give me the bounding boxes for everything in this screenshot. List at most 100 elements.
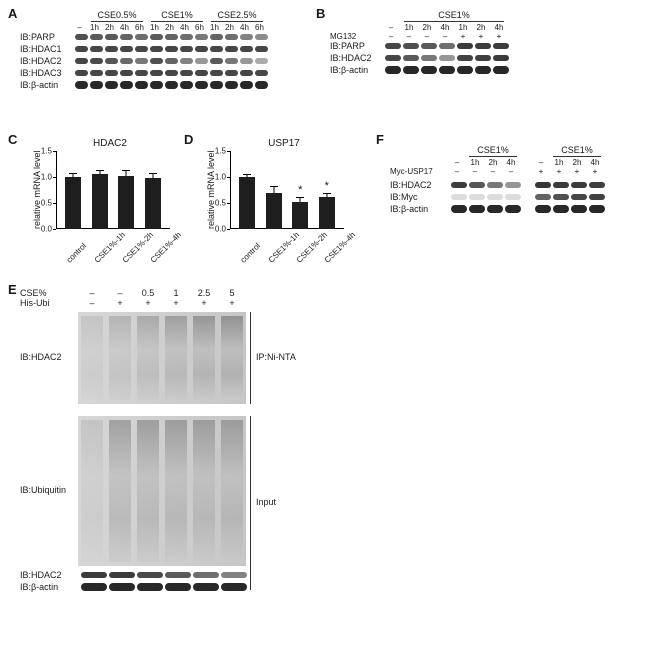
panel-e-header-row: His-Ubi–+++++ bbox=[20, 298, 320, 308]
panel-b-group-header: CSE1% bbox=[330, 10, 530, 23]
time-header: 1h bbox=[207, 23, 222, 32]
blot-band bbox=[221, 583, 247, 591]
mg132-value: + bbox=[472, 32, 490, 41]
blot-row: IB:HDAC2 bbox=[390, 180, 640, 190]
blot-row: IB:β-actin bbox=[390, 204, 640, 214]
blot-band bbox=[165, 81, 178, 89]
blot-row-label: IB:HDAC2 bbox=[390, 180, 450, 190]
myc-value: – bbox=[502, 167, 520, 176]
blot-band bbox=[457, 43, 473, 49]
bar-wrap bbox=[266, 193, 282, 229]
blot-band bbox=[487, 182, 503, 188]
blot-band bbox=[475, 66, 491, 74]
time-header: 4h bbox=[586, 158, 604, 167]
blot-band bbox=[210, 34, 223, 40]
blot-row: IB:β-actin bbox=[20, 582, 320, 592]
bar bbox=[92, 174, 108, 229]
blot-row-label: IB:β-actin bbox=[20, 582, 80, 592]
time-header: 1h bbox=[466, 158, 484, 167]
smear-lane bbox=[137, 420, 159, 562]
blot-lanes bbox=[534, 194, 606, 200]
blot-band bbox=[421, 43, 437, 49]
blot-band bbox=[571, 194, 587, 200]
blot-band bbox=[75, 34, 88, 40]
time-header: 2h bbox=[484, 158, 502, 167]
blot-band bbox=[255, 58, 268, 64]
bar-wrap: * bbox=[319, 197, 335, 229]
group-header: CSE0.5% bbox=[87, 10, 147, 23]
blot-band bbox=[165, 34, 178, 40]
blot-band bbox=[451, 205, 467, 213]
blot-band bbox=[451, 194, 467, 200]
blot-band bbox=[487, 205, 503, 213]
blot-band bbox=[90, 58, 103, 64]
panel-label-a: A bbox=[8, 6, 17, 21]
blot-band bbox=[75, 46, 88, 52]
blot-band bbox=[589, 205, 605, 213]
smear-lane bbox=[165, 316, 187, 400]
bar-wrap: * bbox=[292, 202, 308, 229]
blot-band bbox=[210, 70, 223, 76]
myc-value: + bbox=[586, 167, 604, 176]
blot-band bbox=[120, 70, 133, 76]
smear-lane bbox=[109, 420, 131, 562]
blot-band bbox=[120, 58, 133, 64]
blot-band bbox=[195, 70, 208, 76]
bar bbox=[65, 177, 81, 229]
header-row-value: – bbox=[106, 288, 134, 298]
blot-band bbox=[195, 58, 208, 64]
blot-band bbox=[165, 58, 178, 64]
panel-label-f: F bbox=[376, 132, 384, 147]
smear-blot: IB:Ubiquitin bbox=[20, 416, 320, 566]
blot-band bbox=[589, 182, 605, 188]
x-label: CSE1%-1h bbox=[267, 247, 285, 265]
panel-f-time-headers: –1h2h4h–1h2h4h bbox=[390, 158, 640, 167]
time-header: 4h bbox=[490, 23, 508, 32]
header-row-value: 5 bbox=[218, 288, 246, 298]
blot-band bbox=[135, 58, 148, 64]
blot-band bbox=[120, 81, 133, 89]
bracket-label: Input bbox=[256, 497, 276, 507]
header-row-value: + bbox=[190, 298, 218, 308]
blot-band bbox=[165, 572, 191, 578]
header-row-value: + bbox=[162, 298, 190, 308]
mg132-value: – bbox=[418, 32, 436, 41]
blot-band bbox=[150, 58, 163, 64]
panel-d-chart: USP170.00.51.01.5relative mRNA level**co… bbox=[224, 138, 344, 248]
blot-lanes bbox=[534, 205, 606, 213]
blot-band bbox=[505, 194, 521, 200]
blot-band bbox=[451, 182, 467, 188]
blot-band bbox=[571, 182, 587, 188]
panel-f: CSE1%CSE1%–1h2h4h–1h2h4hMyc-USP17––––+++… bbox=[390, 145, 640, 216]
blot-band bbox=[180, 34, 193, 40]
bar-wrap bbox=[118, 176, 134, 229]
smear-lane bbox=[81, 420, 103, 562]
blot-band bbox=[135, 34, 148, 40]
blot-band bbox=[385, 43, 401, 49]
panel-c-chart: HDAC20.00.51.01.5relative mRNA levelcont… bbox=[50, 138, 170, 248]
smear-blot-label: IB:HDAC2 bbox=[20, 352, 62, 362]
blot-band bbox=[225, 46, 238, 52]
blot-band bbox=[469, 205, 485, 213]
header-row-value: + bbox=[106, 298, 134, 308]
blot-band bbox=[475, 55, 491, 61]
header-row-value: + bbox=[134, 298, 162, 308]
time-header: 4h bbox=[502, 158, 520, 167]
blot-band bbox=[105, 81, 118, 89]
blot-band bbox=[193, 583, 219, 591]
group-header: CSE2.5% bbox=[207, 10, 267, 23]
myc-value: – bbox=[448, 167, 466, 176]
bar bbox=[266, 193, 282, 229]
blot-band bbox=[150, 81, 163, 89]
blot-band bbox=[535, 182, 551, 188]
blot-band bbox=[120, 46, 133, 52]
panel-e: CSE%––0.512.55His-Ubi–+++++IB:HDAC2IP:Ni… bbox=[20, 288, 320, 594]
blot-band bbox=[475, 43, 491, 49]
blot-lanes bbox=[80, 572, 248, 578]
blot-band bbox=[439, 43, 455, 49]
blot-band bbox=[535, 205, 551, 213]
blot-band bbox=[255, 81, 268, 89]
blot-band bbox=[81, 572, 107, 578]
blot-lanes bbox=[74, 46, 269, 52]
mg132-value: – bbox=[382, 32, 400, 41]
